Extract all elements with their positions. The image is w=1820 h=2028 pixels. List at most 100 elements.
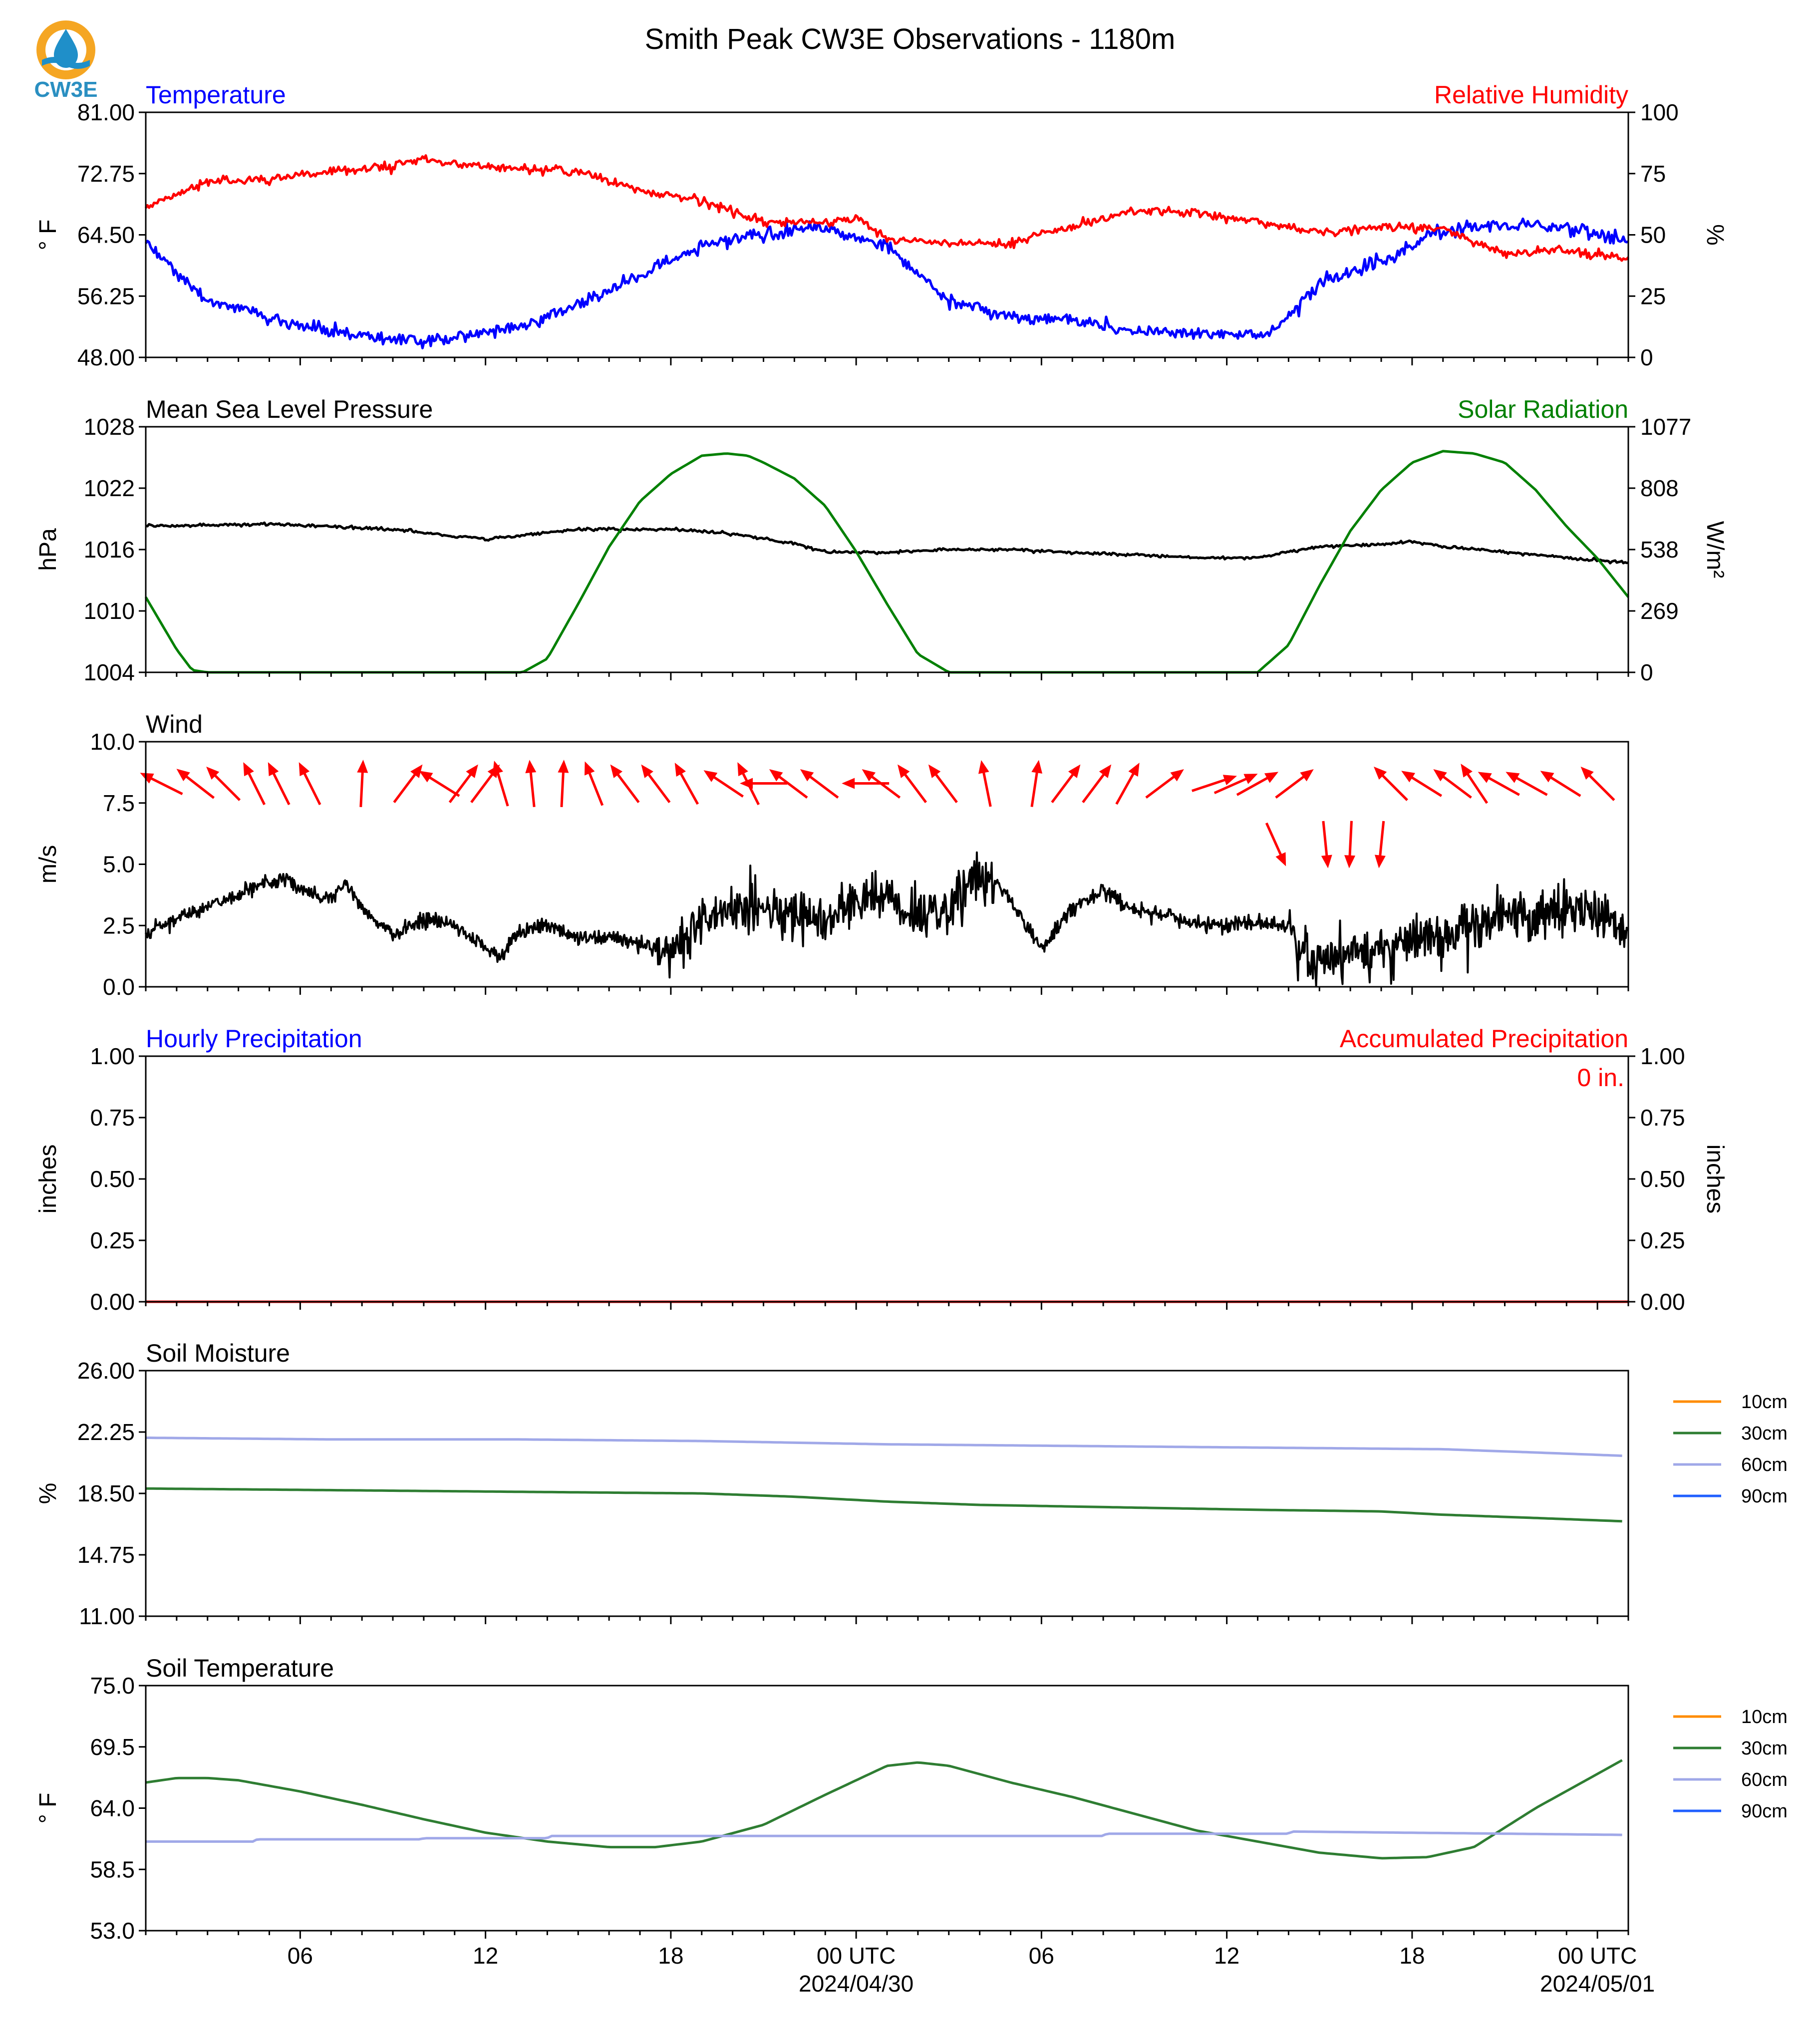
y-tick-label: 1016 (84, 537, 135, 563)
panel-title-right: Relative Humidity (1434, 81, 1628, 109)
wind-arrow (140, 773, 183, 795)
legend-item: 30cm (1673, 1423, 1788, 1444)
wind-arrow (769, 769, 808, 799)
y-tick-label: 0.0 (103, 974, 135, 1000)
wind-arrow (1373, 766, 1408, 801)
y-axis-label-right: W/m² (1702, 521, 1728, 579)
wind-arrow (1374, 821, 1386, 869)
x-tick-label: 12 (473, 1943, 498, 1969)
legend: 10cm 30cm 60cm 90cm (1673, 1707, 1788, 1822)
y-tick-label-right: 269 (1640, 598, 1679, 624)
wind-arrow (1265, 822, 1286, 867)
y-tick-label: 0.50 (90, 1166, 135, 1192)
wind-arrow (800, 769, 839, 799)
y-tick-label-right: 808 (1640, 475, 1679, 501)
x-tick-label: 18 (1399, 1943, 1425, 1969)
wind-arrow (1213, 774, 1258, 795)
y-tick-label: 1.00 (90, 1043, 135, 1069)
legend-item: 30cm (1673, 1738, 1788, 1759)
panel-temp-rh: 48.00 56.25 64.50 72.75 81.00 0 25 50 75 100 Tempe… (35, 81, 1728, 370)
wind-arrow (299, 762, 321, 806)
panel-title-right: Solar Radiation (1458, 395, 1628, 423)
y-axis-label: hPa (35, 528, 61, 571)
wind-arrow (1433, 769, 1472, 799)
x-tick-label: 12 (1214, 1943, 1239, 1969)
plot-frame (145, 1055, 1629, 1303)
plot-frame (145, 1370, 1629, 1617)
legend-label: 60cm (1741, 1454, 1788, 1475)
series-temp-rh-right (144, 154, 1629, 262)
wind-arrow (176, 769, 215, 799)
panel-precip: 0.00 0.25 0.50 0.75 1.00 0.00 0.25 0.50 0.75 1.00… (35, 1025, 1728, 1315)
legend-label: 10cm (1741, 1707, 1788, 1728)
y-tick-label: 56.25 (77, 283, 135, 309)
legend-item: 90cm (1673, 1486, 1788, 1507)
panel-title-left: Temperature (146, 81, 286, 109)
wind-arrow (1540, 771, 1581, 797)
legend-item: 60cm (1673, 1454, 1788, 1475)
wind-arrow (1145, 769, 1184, 799)
y-axis-label-right: inches (1702, 1145, 1728, 1214)
wind-arrow (928, 764, 958, 803)
y-axis-label: ° F (35, 220, 61, 251)
plot-frame (145, 1685, 1629, 1932)
y-axis-label: m/s (35, 845, 61, 883)
y-tick-label-right: 1.00 (1640, 1043, 1685, 1069)
legend-label: 30cm (1741, 1423, 1788, 1444)
wind-arrow (558, 760, 569, 808)
y-tick-label: 53.0 (90, 1918, 135, 1944)
panel-pressure-solar: 1004 1010 1016 1022 1028 0 269 538 808 1077 Mean S… (35, 395, 1728, 685)
panel-title-left: Soil Moisture (146, 1339, 290, 1367)
y-tick-label-right: 1077 (1640, 414, 1691, 440)
wind-arrow (610, 764, 640, 803)
series-pressure-solar-left (145, 521, 1629, 565)
panel-title-left: Mean Sea Level Pressure (146, 395, 433, 423)
y-tick-label-right: 0.00 (1640, 1289, 1685, 1315)
y-tick-label-right: 100 (1640, 99, 1679, 125)
cw3e-logo: CW3E (34, 20, 98, 102)
panel-title-left: Soil Temperature (146, 1654, 334, 1682)
series-temp-rh-left (144, 217, 1629, 349)
y-axis-label: ° F (35, 1793, 61, 1824)
panel-title-left: Hourly Precipitation (146, 1025, 362, 1053)
panel-soil-temp: 53.0 58.5 64.0 69.5 75.0 Soil Temperature ° F 1… (35, 1654, 1788, 1944)
y-tick-label-right: 0.75 (1640, 1105, 1685, 1131)
logo-text: CW3E (34, 77, 97, 102)
series-pressure-solar-right (144, 450, 1629, 674)
wind-arrow (525, 760, 537, 807)
y-tick-label: 18.50 (77, 1480, 135, 1506)
wind-arrow (1344, 821, 1356, 869)
y-tick-label: 2.5 (103, 912, 135, 938)
y-axis-label-right: % (1702, 224, 1728, 246)
wind-arrow (703, 770, 744, 798)
wind-arrow (268, 762, 291, 806)
y-tick-label: 10.0 (90, 729, 135, 755)
chart-panels: 48.00 56.25 64.50 72.75 81.00 0 25 50 75 100 Tempe… (35, 81, 1788, 1944)
legend: 10cm 30cm 60cm 90cm (1673, 1392, 1788, 1507)
wind-arrow (898, 764, 927, 803)
wind-arrow (1506, 772, 1548, 796)
y-tick-label: 5.0 (103, 852, 135, 877)
y-tick-label: 75.0 (90, 1673, 135, 1699)
wind-arrow (1192, 775, 1237, 792)
wind-arrow (740, 778, 787, 789)
y-tick-label-right: 0.50 (1640, 1166, 1685, 1192)
wind-arrow (1082, 764, 1112, 803)
y-tick-label: 11.00 (79, 1603, 135, 1629)
y-tick-label: 0.75 (90, 1105, 135, 1131)
y-tick-label: 0.25 (90, 1227, 135, 1253)
y-tick-label-right: 0.25 (1640, 1227, 1685, 1253)
panel-wind: 0.0 2.5 5.0 7.5 10.0 Wind m/s (35, 710, 1629, 1000)
legend-label: 90cm (1741, 1486, 1788, 1507)
wind-arrow (1115, 762, 1140, 805)
y-tick-label: 81.00 (77, 99, 135, 125)
wind-arrow (1275, 769, 1314, 799)
wind-arrow (206, 766, 241, 801)
wind-arrows (140, 760, 1615, 869)
wind-arrow (1236, 772, 1279, 796)
y-tick-label: 0.00 (90, 1289, 135, 1315)
legend-item: 10cm (1673, 1392, 1788, 1413)
y-tick-label: 14.75 (77, 1542, 135, 1568)
